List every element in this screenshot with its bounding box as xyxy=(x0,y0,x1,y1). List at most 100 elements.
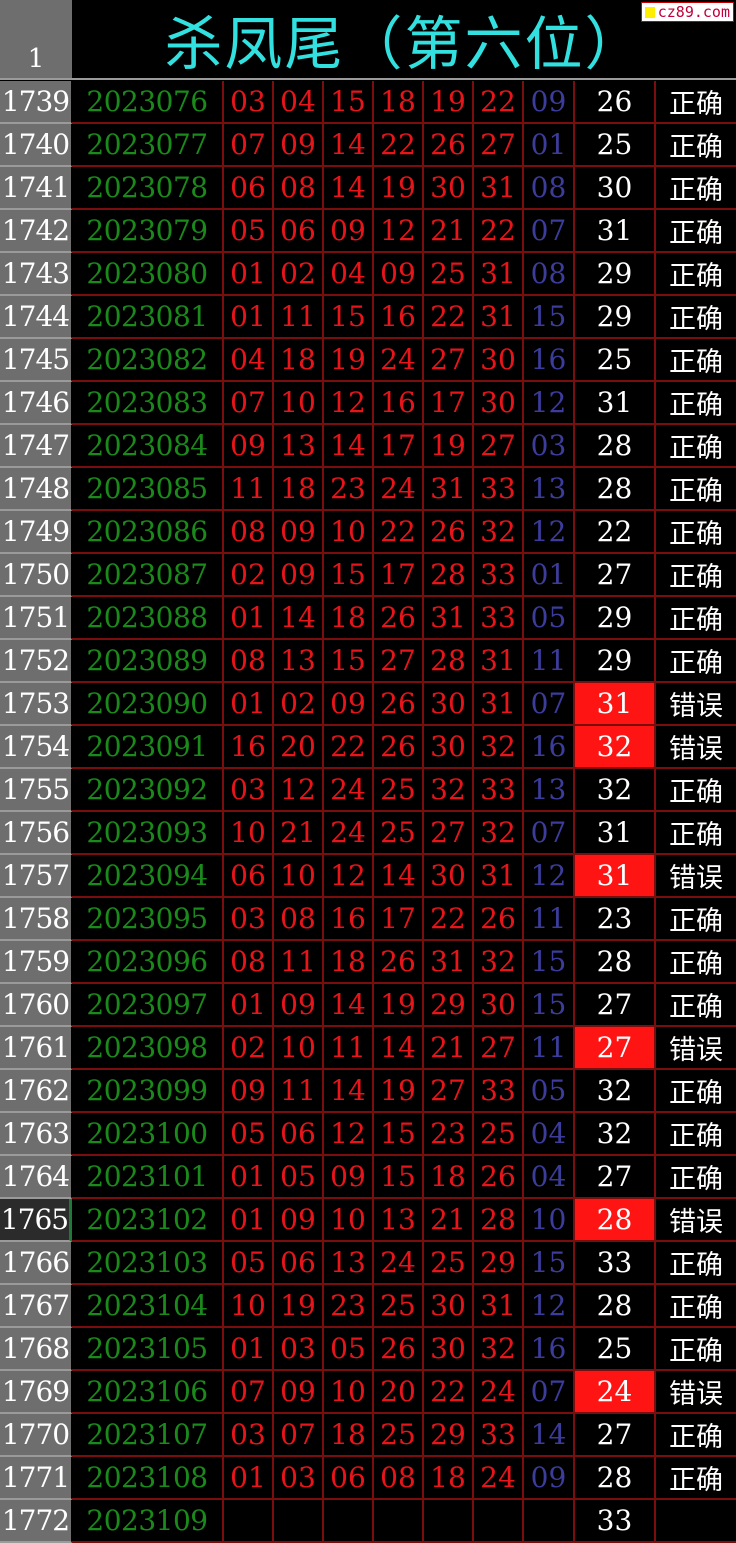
red-ball-cell[interactable]: 09 xyxy=(324,210,374,253)
issue-cell[interactable]: 2023091 xyxy=(72,726,224,769)
result-cell[interactable]: 正确 xyxy=(656,769,736,812)
red-ball-cell[interactable]: 03 xyxy=(224,898,274,941)
red-ball-cell[interactable]: 09 xyxy=(274,511,324,554)
red-ball-cell[interactable]: 33 xyxy=(474,1414,524,1457)
red-ball-cell[interactable]: 27 xyxy=(424,1070,474,1113)
issue-cell[interactable]: 2023098 xyxy=(72,1027,224,1070)
red-ball-cell[interactable]: 31 xyxy=(424,941,474,984)
red-ball-cell[interactable]: 14 xyxy=(374,855,424,898)
red-ball-cell[interactable]: 09 xyxy=(274,124,324,167)
red-ball-cell[interactable]: 27 xyxy=(424,339,474,382)
kill-value-cell[interactable]: 32 xyxy=(575,769,656,812)
row-number[interactable]: 1743 xyxy=(0,253,72,296)
kill-value-cell[interactable]: 28 xyxy=(575,468,656,511)
red-ball-cell[interactable]: 07 xyxy=(224,382,274,425)
red-ball-cell[interactable]: 15 xyxy=(324,640,374,683)
row-number[interactable]: 1761 xyxy=(0,1027,72,1070)
red-ball-cell[interactable]: 28 xyxy=(424,554,474,597)
red-ball-cell[interactable]: 22 xyxy=(374,124,424,167)
blue-ball-cell[interactable]: 04 xyxy=(524,1113,575,1156)
red-ball-cell[interactable]: 21 xyxy=(424,210,474,253)
red-ball-cell[interactable]: 30 xyxy=(424,1285,474,1328)
red-ball-cell[interactable]: 22 xyxy=(424,296,474,339)
red-ball-cell[interactable]: 24 xyxy=(474,1371,524,1414)
blue-ball-cell[interactable]: 07 xyxy=(524,1371,575,1414)
red-ball-cell[interactable]: 32 xyxy=(474,941,524,984)
blue-ball-cell[interactable]: 09 xyxy=(524,81,575,124)
kill-value-cell[interactable]: 28 xyxy=(575,941,656,984)
issue-cell[interactable]: 2023081 xyxy=(72,296,224,339)
result-cell[interactable]: 正确 xyxy=(656,1328,736,1371)
red-ball-cell[interactable]: 33 xyxy=(474,769,524,812)
blue-ball-cell[interactable]: 01 xyxy=(524,554,575,597)
red-ball-cell[interactable]: 15 xyxy=(374,1156,424,1199)
red-ball-cell[interactable] xyxy=(374,1500,424,1543)
issue-cell[interactable]: 2023107 xyxy=(72,1414,224,1457)
row-number[interactable]: 1769 xyxy=(0,1371,72,1414)
red-ball-cell[interactable]: 10 xyxy=(274,855,324,898)
red-ball-cell[interactable]: 26 xyxy=(374,597,424,640)
red-ball-cell[interactable]: 23 xyxy=(324,1285,374,1328)
kill-value-cell[interactable]: 33 xyxy=(575,1242,656,1285)
red-ball-cell[interactable] xyxy=(474,1500,524,1543)
red-ball-cell[interactable]: 05 xyxy=(224,210,274,253)
row-number[interactable]: 1739 xyxy=(0,81,72,124)
kill-value-cell[interactable]: 32 xyxy=(575,1070,656,1113)
issue-cell[interactable]: 2023082 xyxy=(72,339,224,382)
result-cell[interactable]: 正确 xyxy=(656,253,736,296)
red-ball-cell[interactable]: 14 xyxy=(274,597,324,640)
red-ball-cell[interactable]: 30 xyxy=(424,726,474,769)
red-ball-cell[interactable]: 31 xyxy=(424,468,474,511)
kill-value-cell[interactable]: 27 xyxy=(575,1156,656,1199)
red-ball-cell[interactable]: 03 xyxy=(224,769,274,812)
red-ball-cell[interactable]: 13 xyxy=(324,1242,374,1285)
row-number[interactable]: 1767 xyxy=(0,1285,72,1328)
row-header-1[interactable]: 1 xyxy=(0,0,72,78)
kill-value-cell[interactable]: 22 xyxy=(575,511,656,554)
kill-value-cell[interactable]: 29 xyxy=(575,640,656,683)
red-ball-cell[interactable]: 11 xyxy=(224,468,274,511)
issue-cell[interactable]: 2023096 xyxy=(72,941,224,984)
kill-value-cell[interactable]: 31 xyxy=(575,210,656,253)
red-ball-cell[interactable]: 11 xyxy=(274,296,324,339)
red-ball-cell[interactable]: 10 xyxy=(324,511,374,554)
red-ball-cell[interactable]: 14 xyxy=(324,1070,374,1113)
issue-cell[interactable]: 2023087 xyxy=(72,554,224,597)
kill-value-cell[interactable]: 28 xyxy=(575,1457,656,1500)
issue-cell[interactable]: 2023109 xyxy=(72,1500,224,1543)
result-cell[interactable]: 正确 xyxy=(656,1242,736,1285)
red-ball-cell[interactable]: 12 xyxy=(324,1113,374,1156)
red-ball-cell[interactable]: 13 xyxy=(274,640,324,683)
row-number[interactable]: 1766 xyxy=(0,1242,72,1285)
blue-ball-cell[interactable]: 15 xyxy=(524,984,575,1027)
red-ball-cell[interactable]: 07 xyxy=(274,1414,324,1457)
red-ball-cell[interactable]: 06 xyxy=(274,1113,324,1156)
blue-ball-cell[interactable]: 14 xyxy=(524,1414,575,1457)
red-ball-cell[interactable]: 19 xyxy=(274,1285,324,1328)
result-cell[interactable]: 正确 xyxy=(656,81,736,124)
blue-ball-cell[interactable]: 08 xyxy=(524,253,575,296)
issue-cell[interactable]: 2023101 xyxy=(72,1156,224,1199)
red-ball-cell[interactable]: 24 xyxy=(324,812,374,855)
red-ball-cell[interactable]: 27 xyxy=(474,425,524,468)
blue-ball-cell[interactable]: 08 xyxy=(524,167,575,210)
red-ball-cell[interactable]: 19 xyxy=(424,81,474,124)
result-cell[interactable]: 正确 xyxy=(656,296,736,339)
row-number[interactable]: 1757 xyxy=(0,855,72,898)
kill-value-cell[interactable]: 32 xyxy=(575,1113,656,1156)
red-ball-cell[interactable]: 19 xyxy=(374,984,424,1027)
red-ball-cell[interactable]: 14 xyxy=(324,984,374,1027)
red-ball-cell[interactable]: 33 xyxy=(474,468,524,511)
red-ball-cell[interactable]: 10 xyxy=(224,1285,274,1328)
kill-value-cell[interactable]: 23 xyxy=(575,898,656,941)
row-number[interactable]: 1760 xyxy=(0,984,72,1027)
red-ball-cell[interactable]: 03 xyxy=(224,81,274,124)
row-number[interactable]: 1751 xyxy=(0,597,72,640)
result-cell[interactable]: 正确 xyxy=(656,210,736,253)
red-ball-cell[interactable]: 24 xyxy=(474,1457,524,1500)
issue-cell[interactable]: 2023097 xyxy=(72,984,224,1027)
red-ball-cell[interactable]: 05 xyxy=(274,1156,324,1199)
red-ball-cell[interactable]: 03 xyxy=(274,1328,324,1371)
result-cell[interactable]: 错误 xyxy=(656,1027,736,1070)
row-number[interactable]: 1740 xyxy=(0,124,72,167)
